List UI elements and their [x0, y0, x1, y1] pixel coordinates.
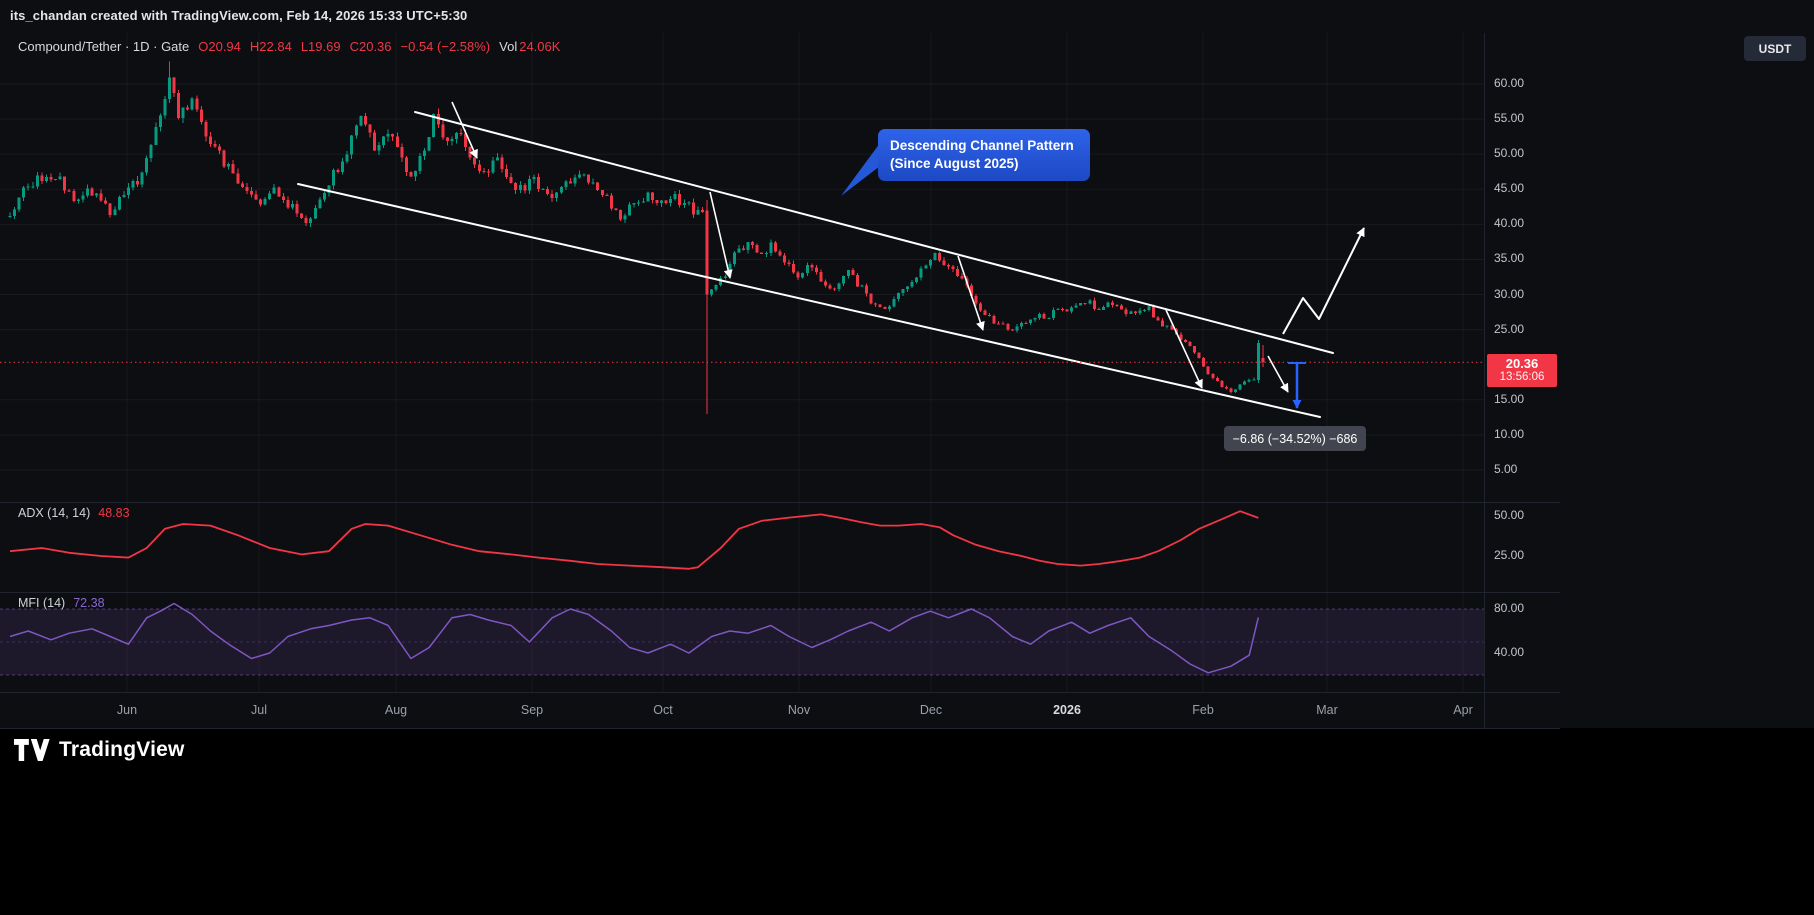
time-axis-label: Jun: [116, 703, 138, 717]
adx-indicator-legend: ADX (14, 14) 48.83: [18, 506, 130, 520]
mfi-axis-label: 40.00: [1494, 645, 1525, 659]
current-price-label: 20.36 13:56:06: [1487, 354, 1557, 387]
ohlc-change: −0.54 (−2.58%): [400, 39, 491, 54]
adx-indicator-title[interactable]: ADX (14, 14): [18, 506, 91, 520]
adx-axis-label: 25.00: [1494, 548, 1525, 562]
adx-axis-label: 50.00: [1494, 508, 1525, 522]
ohlc-open: O20.94: [198, 39, 241, 54]
bar-countdown: 13:56:06: [1499, 371, 1545, 383]
time-axis-label: Sep: [520, 703, 544, 717]
price-range-measure-label[interactable]: −6.86 (−34.52%) −686: [1224, 426, 1366, 451]
time-axis-label: Jul: [251, 703, 267, 717]
price-axis-label: 40.00: [1494, 216, 1525, 231]
price-axis-label: 60.00: [1494, 76, 1525, 90]
price-axis-label: 30.00: [1494, 286, 1525, 301]
time-axis-label: Apr: [1453, 703, 1473, 717]
tradingview-logo-mark: [14, 739, 50, 761]
time-axis-label: Feb: [1192, 703, 1214, 717]
callout-line2: (Since August 2025): [890, 155, 1019, 171]
price-axis[interactable]: [1484, 33, 1560, 728]
volume-label: Vol: [499, 39, 518, 54]
descending-channel-callout[interactable]: Descending Channel Pattern (Since August…: [878, 129, 1090, 181]
currency-toggle-button[interactable]: USDT: [1744, 36, 1806, 61]
mfi-indicator-title[interactable]: MFI (14): [18, 596, 66, 610]
symbol-title[interactable]: Compound/Tether · 1D · Gate: [18, 39, 190, 54]
attribution-text: its_chandan created with TradingView.com…: [10, 8, 468, 23]
price-axis-label: 5.00: [1494, 461, 1518, 476]
tradingview-logo[interactable]: TradingView: [14, 738, 185, 762]
time-axis-label: 2026: [1053, 703, 1081, 717]
time-axis-label: Dec: [919, 703, 943, 717]
time-axis-label: Aug: [384, 703, 408, 717]
price-axis-label: 50.00: [1494, 146, 1525, 161]
price-axis-label: 15.00: [1494, 391, 1525, 406]
adx-indicator-value: 48.83: [98, 506, 130, 520]
time-axis[interactable]: [0, 693, 1484, 728]
time-axis-label: Mar: [1316, 703, 1338, 717]
volume-value: 24.06K: [519, 39, 561, 54]
mfi-indicator-legend: MFI (14) 72.38: [18, 596, 105, 610]
mfi-indicator-value: 72.38: [73, 596, 105, 610]
tradingview-logo-text: TradingView: [59, 738, 185, 761]
price-axis-label: 45.00: [1494, 181, 1525, 196]
price-axis-label: 10.00: [1494, 426, 1525, 441]
time-axis-label: Oct: [653, 703, 673, 717]
ohlc-low: L19.69: [300, 39, 341, 54]
current-price-value: 20.36: [1505, 356, 1539, 371]
mfi-axis-label: 80.00: [1494, 601, 1525, 615]
price-axis-label: 25.00: [1494, 321, 1525, 336]
chart-legend: Compound/Tether · 1D · Gate O20.94 H22.8…: [18, 39, 560, 54]
callout-line1: Descending Channel Pattern: [890, 138, 1074, 153]
ohlc-close: C20.36: [349, 39, 392, 54]
time-axis-label: Nov: [787, 703, 811, 717]
price-axis-label: 35.00: [1494, 251, 1525, 266]
ohlc-high: H22.84: [249, 39, 292, 54]
price-axis-label: 55.00: [1494, 111, 1525, 126]
